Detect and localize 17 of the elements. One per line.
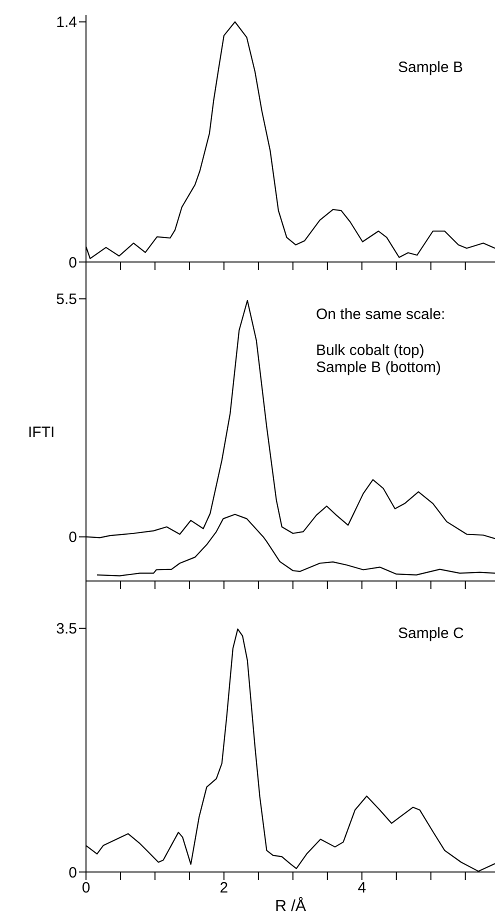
x-axis-title: R /Å bbox=[274, 898, 308, 916]
annotation: Bulk cobalt (top) bbox=[316, 342, 424, 359]
annotation: Sample B (bottom) bbox=[316, 359, 442, 376]
y-tick-label: 3.5 bbox=[56, 620, 77, 638]
annotation: Sample B bbox=[398, 59, 464, 76]
x-tick-label: 0 bbox=[82, 880, 90, 897]
x-tick-label: 4 bbox=[358, 880, 366, 897]
y-axis-title: IFTI bbox=[28, 424, 55, 441]
annotation: Sample C bbox=[398, 625, 464, 642]
x-tick-label: 2 bbox=[220, 880, 228, 897]
annotation: On the same scale: bbox=[316, 306, 446, 323]
y-tick-label: 0 bbox=[68, 254, 77, 272]
line-series bbox=[96, 514, 495, 576]
y-tick-label: 5.5 bbox=[56, 291, 77, 308]
y-tick-label: 1.4 bbox=[56, 14, 77, 32]
y-tick-label: 0 bbox=[68, 529, 77, 546]
y-tick-label: 0 bbox=[68, 864, 77, 882]
